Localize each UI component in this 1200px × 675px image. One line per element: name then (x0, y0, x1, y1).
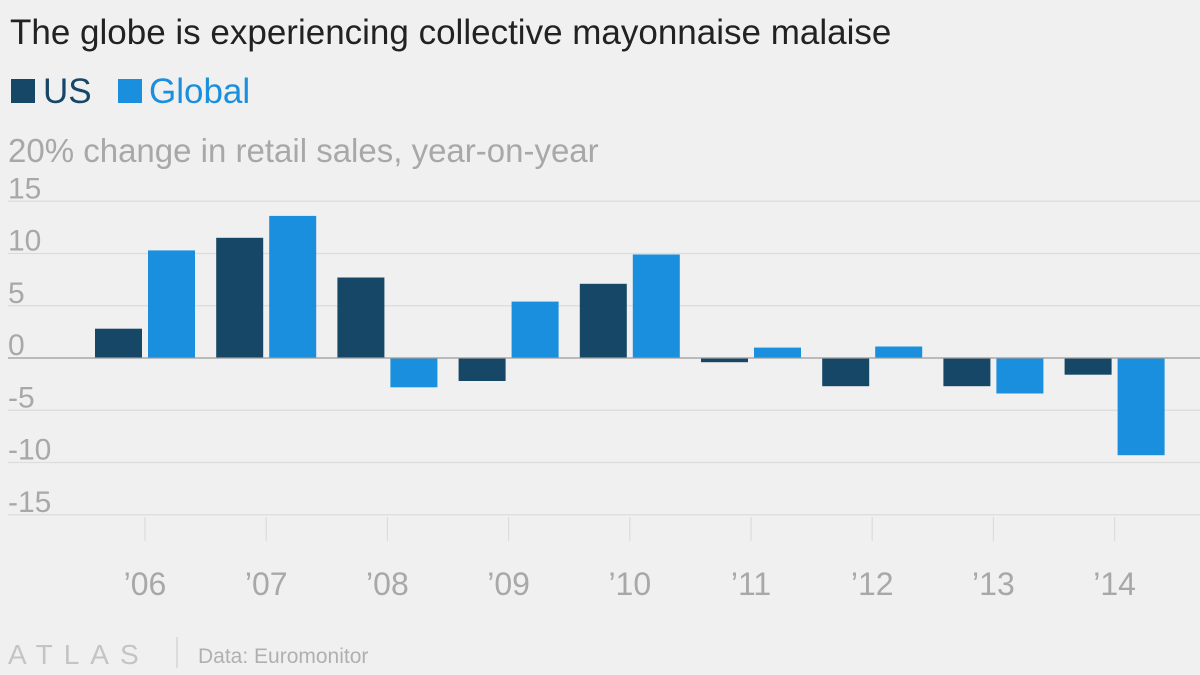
y-tick-label: 15 (8, 172, 41, 205)
bar-global (148, 250, 195, 358)
bar-us (216, 237, 264, 358)
x-tick-label: ’08 (366, 566, 409, 602)
x-tick-marks (144, 517, 1116, 541)
chart-title: The globe is experiencing collective may… (10, 13, 891, 52)
bar-us (943, 358, 991, 387)
bar-us (458, 358, 506, 381)
x-tick-label: ’10 (608, 566, 651, 602)
bar-global (269, 215, 317, 358)
x-tick-label: ’12 (851, 566, 894, 602)
bar-global (875, 346, 923, 358)
x-tick-label: ’11 (731, 566, 771, 602)
x-tick-label: ’07 (245, 566, 288, 602)
bar-global (1117, 358, 1165, 456)
atlas-logo: ATLAS (8, 639, 150, 670)
bar-us (822, 358, 870, 387)
y-tick-label: -15 (8, 486, 51, 519)
y-tick-label: 5 (8, 277, 25, 310)
data-source: Data: Euromonitor (198, 645, 368, 668)
bar-global (390, 358, 438, 388)
y-tick-label: -10 (8, 434, 51, 467)
bars (95, 215, 1165, 456)
bar-us (337, 277, 385, 358)
bar-us (95, 328, 142, 358)
legend-swatch-global (118, 79, 142, 103)
x-tick-labels: ’06 ’07 ’08 ’09 ’10 ’11 ’12 ’13 ’14 (124, 566, 1136, 602)
x-tick-label: ’06 (124, 566, 167, 602)
legend-label-global: Global (149, 72, 250, 111)
x-tick-label: ’14 (1093, 566, 1136, 602)
bar-us (579, 283, 627, 358)
x-tick-label: ’09 (487, 566, 530, 602)
legend-swatch-us (11, 79, 35, 103)
bar-global (511, 301, 559, 358)
y-tick-label: 0 (8, 329, 25, 362)
y-tick-labels: 15 10 5 0 -5 -10 -15 (8, 172, 51, 519)
bar-us (1064, 358, 1112, 375)
x-tick-label: ’13 (972, 566, 1015, 602)
y-tick-label: 10 (8, 225, 41, 258)
bar-global (632, 254, 680, 358)
legend-label-us: US (43, 72, 92, 111)
bar-global (996, 358, 1044, 394)
footer: ATLAS Data: Euromonitor (8, 637, 368, 670)
bar-us (701, 358, 748, 363)
bar-global (754, 347, 801, 358)
legend: US Global (11, 72, 250, 111)
y-tick-label: -5 (8, 381, 35, 414)
y-axis-title: 20% change in retail sales, year-on-year (8, 132, 599, 169)
